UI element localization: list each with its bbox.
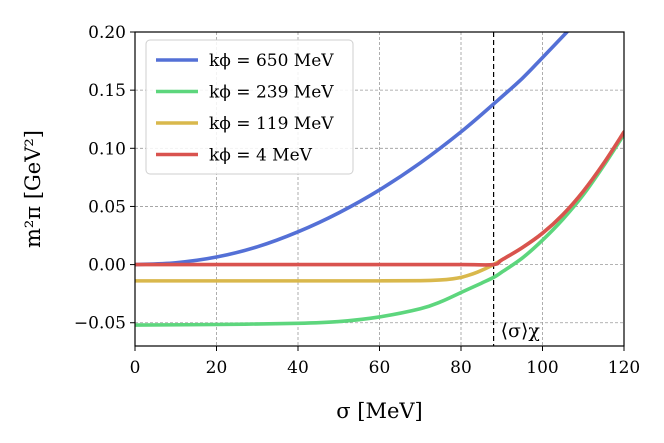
series-lines — [135, 32, 624, 327]
x-tick-label: 0 — [130, 358, 141, 378]
x-tick-label: 100 — [526, 358, 558, 378]
y-axis-label: m²π [GeV²] — [21, 130, 45, 248]
series-line-1 — [135, 132, 624, 327]
y-tick-label: 0.20 — [88, 23, 126, 43]
y-tick-label: 0.05 — [88, 197, 126, 217]
legend-label-1: kϕ = 239 MeV — [209, 83, 334, 103]
y-tick-label: −0.05 — [74, 314, 126, 334]
reference-line-group: ⟨σ⟩χ — [493, 32, 541, 346]
legend-label-2: kϕ = 119 MeV — [209, 114, 334, 134]
x-tick-label: 80 — [450, 358, 472, 378]
y-tick-label: 0.00 — [88, 256, 126, 276]
x-tick-label: 60 — [369, 358, 391, 378]
chiral-vev-label: ⟨σ⟩χ — [501, 320, 541, 342]
ticks: 0 20 40 60 80 100 120 −0.05 0.00 0.05 0.10 0.15 0.20 — [74, 23, 640, 378]
x-axis-label: σ [MeV] — [336, 399, 423, 423]
legend: kϕ = 650 MeV kϕ = 239 MeV kϕ = 119 MeV kϕ =… — [145, 39, 354, 175]
legend-box — [145, 39, 354, 175]
series-group — [135, 32, 624, 327]
series-line-3 — [135, 130, 624, 267]
y-tick-label: 0.15 — [88, 81, 126, 101]
legend-label-0: kϕ = 650 MeV — [209, 51, 334, 71]
x-tick-label: 120 — [608, 358, 640, 378]
series-line-0 — [135, 32, 569, 267]
x-tick-label: 20 — [206, 358, 228, 378]
y-tick-label: 0.10 — [88, 139, 126, 159]
legend-label-3: kϕ = 4 MeV — [209, 146, 313, 166]
x-tick-label: 40 — [287, 358, 309, 378]
